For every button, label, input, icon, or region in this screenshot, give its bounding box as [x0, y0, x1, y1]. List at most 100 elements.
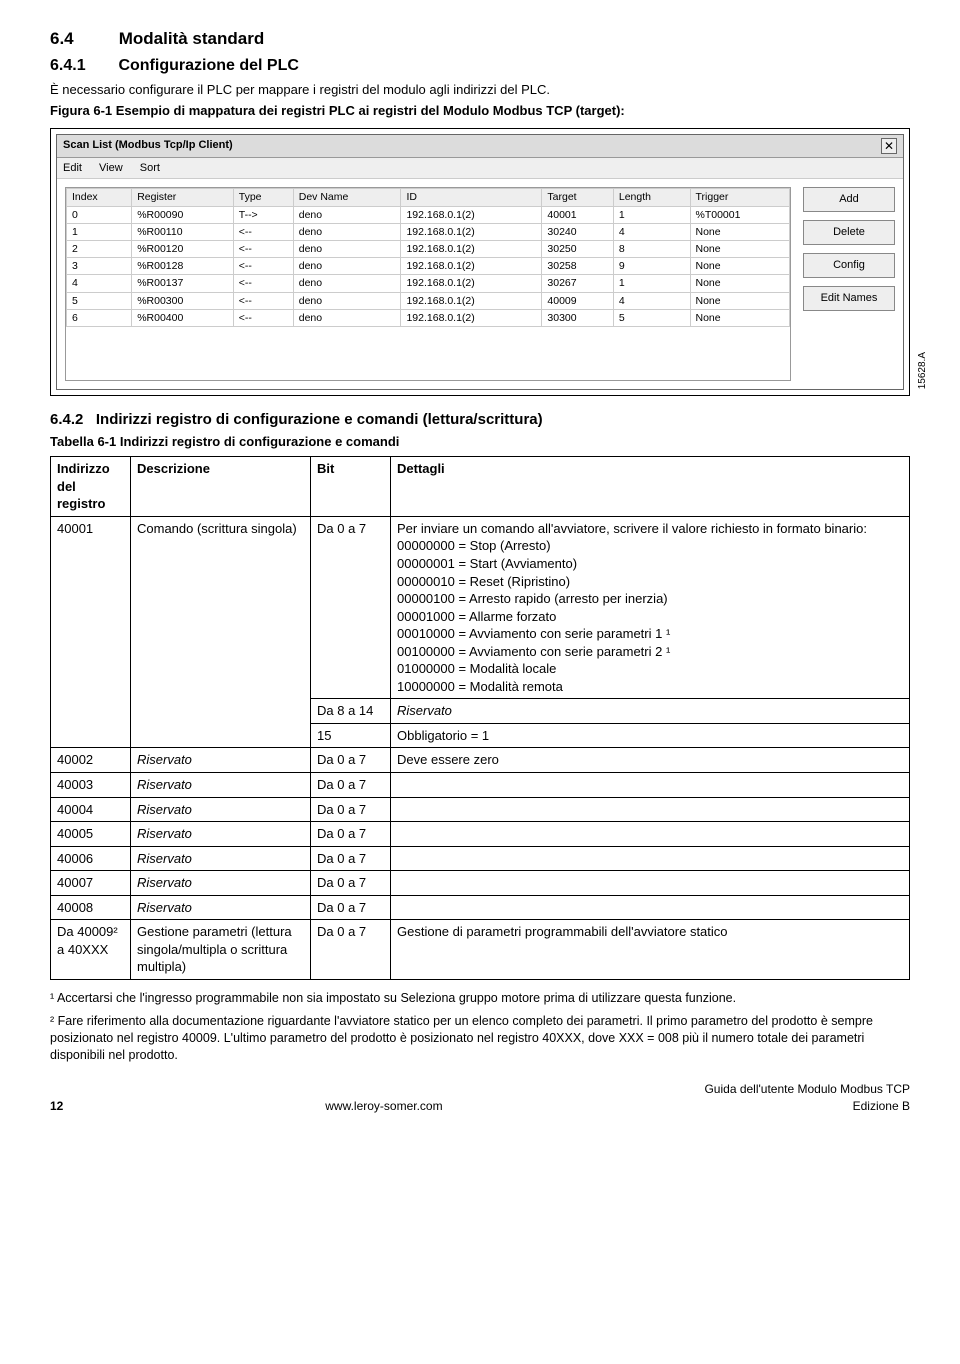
grid-cell: deno	[293, 206, 401, 223]
details-line: 01000000 = Modalità locale	[397, 660, 903, 678]
grid-cell: 5	[613, 309, 690, 326]
grid-cell: %R00120	[132, 240, 234, 257]
grid-cell: None	[690, 292, 790, 309]
menu-item-view[interactable]: View	[99, 162, 123, 174]
section-title: Configurazione del PLC	[118, 57, 298, 74]
grid-cell: 5	[67, 292, 132, 309]
grid-cell: 192.168.0.1(2)	[401, 309, 542, 326]
cell-details: Gestione di parametri programmabili dell…	[391, 920, 910, 980]
intro-paragraph: È necessario configurare il PLC per mapp…	[50, 81, 910, 99]
cell-bit: Da 0 a 7	[311, 748, 391, 773]
grid-header: Type	[233, 189, 293, 206]
cell-details: Obbligatorio = 1	[391, 723, 910, 748]
grid-cell: 30258	[542, 258, 613, 275]
footer-url: www.leroy-somer.com	[63, 1098, 704, 1114]
grid-cell: <--	[233, 223, 293, 240]
scanlist-window: Scan List (Modbus Tcp/Ip Client) ✕ Edit …	[56, 134, 904, 391]
grid-cell: <--	[233, 292, 293, 309]
cell-description: Riservato	[131, 846, 311, 871]
grid-cell: 2	[67, 240, 132, 257]
grid-cell: 4	[613, 223, 690, 240]
cell-description: Riservato	[131, 797, 311, 822]
grid-cell: deno	[293, 240, 401, 257]
section-heading-1: 6.4 Modalità standard	[50, 28, 910, 51]
details-line: 00000010 = Reset (Ripristino)	[397, 573, 903, 591]
grid-cell: %R00300	[132, 292, 234, 309]
menu-item-edit[interactable]: Edit	[63, 162, 82, 174]
grid-header: Target	[542, 189, 613, 206]
register-table: Indirizzo del registro Descrizione Bit D…	[50, 456, 910, 980]
grid-header: Length	[613, 189, 690, 206]
section-num: 6.4.1	[50, 55, 114, 77]
figure-label: 15628.A	[916, 352, 930, 389]
header-details: Dettagli	[391, 457, 910, 517]
menu-item-sort[interactable]: Sort	[140, 162, 160, 174]
cell-address: 40007	[51, 871, 131, 896]
window-menu: Edit View Sort	[57, 158, 903, 180]
figure-caption: Figura 6-1 Esempio di mappatura dei regi…	[50, 102, 910, 120]
grid-cell: None	[690, 275, 790, 292]
header-description: Descrizione	[131, 457, 311, 517]
grid-row[interactable]: 2%R00120<--deno192.168.0.1(2)302508None	[67, 240, 790, 257]
cell-description: Comando (scrittura singola)	[131, 516, 311, 748]
grid-cell: 6	[67, 309, 132, 326]
grid-cell: None	[690, 223, 790, 240]
grid-cell: %T00001	[690, 206, 790, 223]
table-row: 40002 Riservato Da 0 a 7 Deve essere zer…	[51, 748, 910, 773]
close-icon[interactable]: ✕	[881, 138, 897, 154]
grid-header: Trigger	[690, 189, 790, 206]
cell-bit: Da 0 a 7	[311, 516, 391, 698]
grid-header: Index	[67, 189, 132, 206]
grid-cell: 1	[613, 206, 690, 223]
cell-bit: Da 0 a 7	[311, 822, 391, 847]
grid-cell: deno	[293, 223, 401, 240]
edit-names-button[interactable]: Edit Names	[803, 286, 895, 311]
grid-row[interactable]: 4%R00137<--deno192.168.0.1(2)302671None	[67, 275, 790, 292]
grid-cell: 192.168.0.1(2)	[401, 206, 542, 223]
cell-address: 40006	[51, 846, 131, 871]
grid-row[interactable]: 0%R00090T-->deno192.168.0.1(2)400011%T00…	[67, 206, 790, 223]
cell-details	[391, 797, 910, 822]
grid-cell: 192.168.0.1(2)	[401, 292, 542, 309]
grid-cell: 30267	[542, 275, 613, 292]
details-line: 00000000 = Stop (Arresto)	[397, 537, 903, 555]
grid-cell: None	[690, 309, 790, 326]
cell-address: 40004	[51, 797, 131, 822]
footnote-1: ¹ Accertarsi che l'ingresso programmabil…	[50, 990, 910, 1007]
grid-cell: 40001	[542, 206, 613, 223]
grid-cell: <--	[233, 240, 293, 257]
grid-cell: %R00400	[132, 309, 234, 326]
table-row: 40008 Riservato Da 0 a 7	[51, 895, 910, 920]
cell-details: Riservato	[391, 699, 910, 724]
screenshot-frame: 15628.A Scan List (Modbus Tcp/Ip Client)…	[50, 128, 910, 397]
cell-bit: Da 8 a 14	[311, 699, 391, 724]
cell-bit: Da 0 a 7	[311, 871, 391, 896]
grid-cell: %R00137	[132, 275, 234, 292]
window-titlebar: Scan List (Modbus Tcp/Ip Client) ✕	[57, 135, 903, 158]
grid-cell: 192.168.0.1(2)	[401, 275, 542, 292]
header-address: Indirizzo del registro	[51, 457, 131, 517]
grid-row[interactable]: 6%R00400<--deno192.168.0.1(2)303005None	[67, 309, 790, 326]
grid-cell: %R00110	[132, 223, 234, 240]
cell-description: Riservato	[131, 895, 311, 920]
footnote-2: ² Fare riferimento alla documentazione r…	[50, 1013, 910, 1064]
grid-row[interactable]: 5%R00300<--deno192.168.0.1(2)400094None	[67, 292, 790, 309]
grid-cell: 0	[67, 206, 132, 223]
delete-button[interactable]: Delete	[803, 220, 895, 245]
config-button[interactable]: Config	[803, 253, 895, 278]
grid-row[interactable]: 3%R00128<--deno192.168.0.1(2)302589None	[67, 258, 790, 275]
cell-bit: Da 0 a 7	[311, 797, 391, 822]
grid-cell: deno	[293, 258, 401, 275]
details-line: 00000100 = Arresto rapido (arresto per i…	[397, 590, 903, 608]
cell-description: Gestione parametri (lettura singola/mult…	[131, 920, 311, 980]
grid-cell: <--	[233, 258, 293, 275]
window-title: Scan List (Modbus Tcp/Ip Client)	[63, 138, 233, 153]
add-button[interactable]: Add	[803, 187, 895, 212]
table-row: 40004 Riservato Da 0 a 7	[51, 797, 910, 822]
grid-header: ID	[401, 189, 542, 206]
section-heading-2: 6.4.1 Configurazione del PLC	[50, 55, 910, 77]
cell-bit: 15	[311, 723, 391, 748]
cell-bit: Da 0 a 7	[311, 895, 391, 920]
grid-row[interactable]: 1%R00110<--deno192.168.0.1(2)302404None	[67, 223, 790, 240]
grid-cell: T-->	[233, 206, 293, 223]
